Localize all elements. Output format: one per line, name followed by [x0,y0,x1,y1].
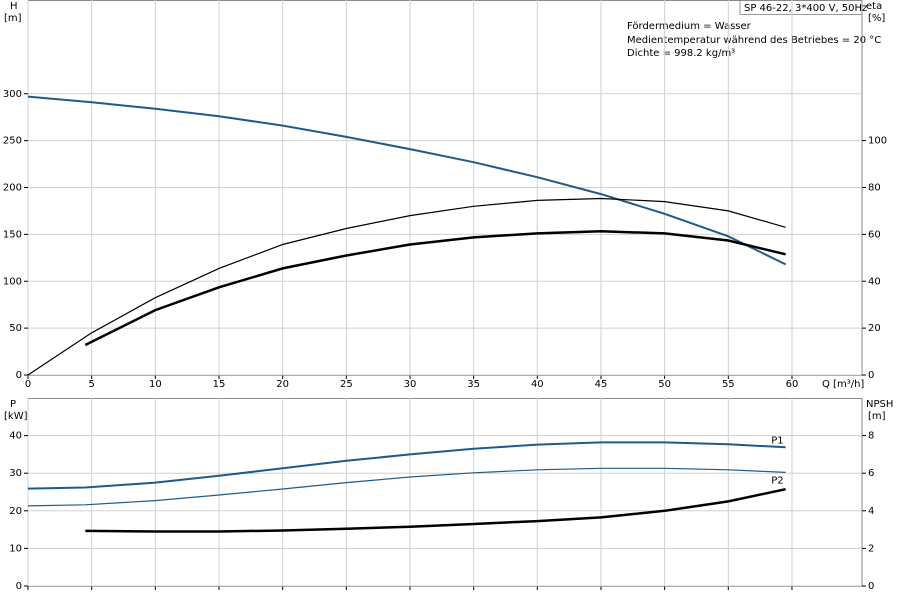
y-tick-label: 50 [9,323,22,334]
x-tick-label: 30 [404,379,417,390]
x-tick-label: 50 [658,379,671,390]
x-tick-label: 40 [531,379,544,390]
x-tick-label: 0 [25,379,31,390]
curve [84,230,786,347]
y2-tick-label: 8 [868,431,874,442]
y2-tick-label: 20 [868,323,881,334]
x-tick-label: 45 [595,379,608,390]
x-tick-label: 5 [88,379,94,390]
y2-axis-label: NPSH [866,399,893,410]
curve [27,467,786,507]
y-axis-unit: [kW] [4,411,28,422]
y-tick-label: 250 [3,136,22,147]
y-tick-label: 30 [9,468,22,479]
x-axis-label: Q [m³/h] [822,379,864,390]
y2-tick-label: 0 [868,370,874,381]
y2-tick-label: 0 [868,581,874,592]
y-tick-label: 0 [16,581,22,592]
curve [85,487,786,533]
y2-tick-label: 2 [868,543,874,554]
note: Fördermedium = Wasser [627,21,752,32]
y2-tick-label: 40 [868,276,881,287]
y-axis-label: H [10,1,18,12]
y-axis-label: P [10,399,16,410]
x-tick-label: 60 [786,379,799,390]
y2-axis-label: eta [866,1,882,12]
y2-axis-unit: [%] [868,13,885,24]
x-tick-label: 10 [149,379,162,390]
y-tick-label: 200 [3,183,22,194]
x-tick-label: 25 [340,379,353,390]
y2-tick-label: 6 [868,468,874,479]
x-tick-label: 55 [722,379,735,390]
curve [27,441,786,490]
curve [27,197,786,376]
y2-tick-label: 60 [868,229,881,240]
y-tick-label: 100 [3,276,22,287]
y2-tick-label: 4 [868,506,874,517]
y2-axis-unit: [m] [868,411,886,422]
series-label: P1 [771,435,783,446]
y2-tick-label: 80 [868,183,881,194]
note: Medientemperatur während des Betriebes =… [627,35,881,46]
y-tick-label: 150 [3,229,22,240]
y-tick-label: 300 [3,89,22,100]
y-tick-label: 10 [9,543,22,554]
x-tick-label: 15 [213,379,226,390]
series-label: P2 [771,475,783,486]
x-tick-label: 20 [276,379,289,390]
y-tick-label: 20 [9,506,22,517]
header: SP 46-22, 3*400 V, 50Hz [744,3,867,14]
y-tick-label: 0 [16,370,22,381]
y-tick-label: 40 [9,431,22,442]
plot-area [27,398,863,587]
note: Dichte = 998.2 kg/m³ [627,48,735,59]
y2-tick-label: 100 [868,136,887,147]
x-tick-label: 35 [467,379,480,390]
curve [27,95,787,266]
y-axis-unit: [m] [4,13,22,24]
